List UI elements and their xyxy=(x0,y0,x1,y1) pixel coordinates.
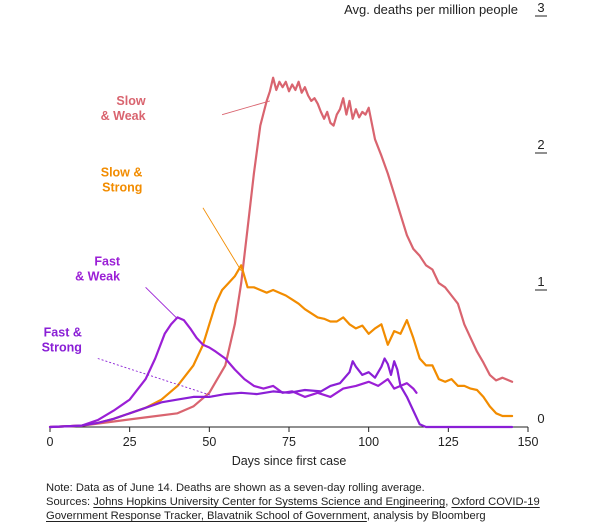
x-tick-label: 50 xyxy=(202,435,216,449)
y-tick-label: 1 xyxy=(537,274,544,289)
series-label-3: & Weak xyxy=(75,269,120,283)
y-tick-label: 3 xyxy=(537,0,544,15)
series-label-1: & Weak xyxy=(101,109,146,123)
sources-separator: , xyxy=(445,496,452,508)
sources-prefix: Sources: xyxy=(46,496,94,508)
series-line-1 xyxy=(48,76,514,429)
series-label-1: Slow xyxy=(116,94,145,108)
series-label-2: Slow & xyxy=(101,165,143,179)
series-line-3 xyxy=(48,316,418,429)
footnote-sources: Sources: Johns Hopkins University Center… xyxy=(46,495,600,523)
y-tick-label: 2 xyxy=(537,137,544,152)
x-axis-title: Days since first case xyxy=(232,454,347,468)
series-lines xyxy=(48,76,514,429)
series-line-2 xyxy=(48,264,514,429)
source-link-jhu[interactable]: Johns Hopkins University Center for Syst… xyxy=(93,496,446,508)
x-tick-label: 150 xyxy=(518,435,539,449)
x-tick-label: 125 xyxy=(438,435,459,449)
footnote: Note: Data as of June 14. Deaths are sho… xyxy=(46,481,600,523)
line-chart: 0 25 50 75 100 125 150 Days since first case 0 1 2… xyxy=(42,0,547,468)
x-tick-label: 25 xyxy=(123,435,137,449)
x-tick-label: 75 xyxy=(282,435,296,449)
series-leader-3 xyxy=(145,286,178,320)
series-label-2: Strong xyxy=(102,180,142,194)
series-line-4 xyxy=(48,357,514,429)
series-leader-2 xyxy=(202,207,242,272)
source-link-oxford[interactable]: Oxford COVID-19 Government Response Trac… xyxy=(46,496,540,522)
series-leader-1 xyxy=(221,100,271,116)
footnote-note: Note: Data as of June 14. Deaths are sho… xyxy=(46,482,425,494)
sources-suffix: , analysis by Bloomberg xyxy=(366,510,486,522)
x-tick-label: 0 xyxy=(47,435,54,449)
series-label-4: Fast & xyxy=(44,326,82,340)
series-leader-4 xyxy=(97,358,216,398)
series-label-4: Strong xyxy=(42,341,82,355)
x-tick-label: 100 xyxy=(358,435,379,449)
y-tick-label: 0 xyxy=(537,411,544,426)
axes: 0 25 50 75 100 125 150 Days since first case 0 1 2… xyxy=(47,0,547,468)
y-axis-title: Avg. deaths per million people xyxy=(344,2,518,17)
series-label-3: Fast xyxy=(94,254,121,268)
